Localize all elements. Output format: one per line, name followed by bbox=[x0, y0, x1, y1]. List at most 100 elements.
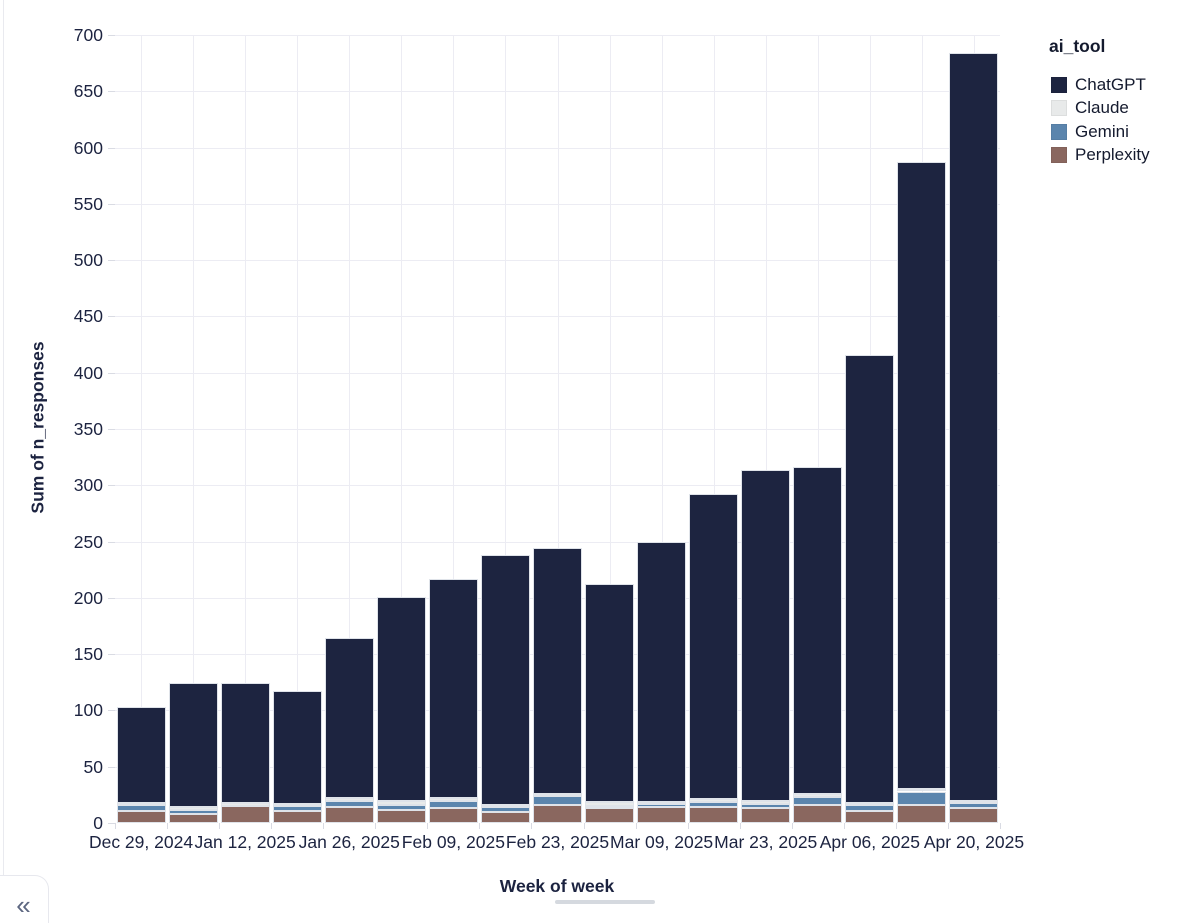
bar-segment[interactable] bbox=[637, 801, 687, 804]
bar-segment[interactable] bbox=[845, 810, 895, 823]
bar-segment[interactable] bbox=[480, 811, 530, 823]
bar-segment[interactable] bbox=[741, 808, 791, 823]
bar-segment[interactable] bbox=[585, 801, 635, 807]
bar-segment[interactable] bbox=[845, 802, 895, 805]
x-tick bbox=[167, 823, 169, 829]
bar-segment[interactable] bbox=[741, 803, 791, 809]
bar-segment[interactable] bbox=[689, 799, 739, 802]
bar-segment[interactable] bbox=[949, 808, 999, 823]
x-tick-label: Dec 29, 2024 bbox=[88, 832, 194, 852]
bar-segment[interactable] bbox=[324, 800, 374, 808]
bar-segment[interactable] bbox=[532, 796, 583, 805]
bar-segment[interactable] bbox=[168, 807, 218, 810]
y-tick bbox=[108, 316, 115, 318]
bar-segment[interactable] bbox=[793, 797, 843, 805]
bar-segment[interactable] bbox=[585, 806, 635, 809]
v-gridline bbox=[141, 35, 143, 823]
y-tick-label: 400 bbox=[73, 362, 103, 383]
bar-segment[interactable] bbox=[220, 683, 270, 803]
horizontal-scrollbar[interactable] bbox=[555, 900, 655, 904]
x-tick bbox=[115, 823, 116, 829]
x-tick-label: Apr 20, 2025 bbox=[923, 832, 1025, 852]
v-gridline bbox=[193, 35, 195, 823]
bar-segment[interactable] bbox=[585, 808, 635, 823]
v-gridline bbox=[609, 35, 611, 823]
double-chevron-left-icon: « bbox=[16, 889, 31, 920]
bar-segment[interactable] bbox=[741, 469, 791, 801]
y-tick-label: 200 bbox=[73, 587, 103, 608]
v-gridline bbox=[713, 35, 715, 823]
bar-segment[interactable] bbox=[897, 805, 947, 823]
bar-segment[interactable] bbox=[793, 793, 843, 798]
bar-segment[interactable] bbox=[949, 800, 999, 803]
y-tick-label: 600 bbox=[73, 137, 103, 158]
x-tick bbox=[635, 823, 637, 829]
bar-segment[interactable] bbox=[637, 803, 687, 808]
bar-segment[interactable] bbox=[376, 805, 426, 810]
bar-segment[interactable] bbox=[897, 791, 947, 805]
y-tick bbox=[108, 654, 115, 656]
v-gridline bbox=[349, 35, 351, 823]
bar-segment[interactable] bbox=[324, 807, 374, 823]
bar-segment[interactable] bbox=[532, 548, 583, 794]
legend-item-chatgpt[interactable]: ChatGPT bbox=[1045, 73, 1195, 97]
bar-segment[interactable] bbox=[949, 802, 999, 809]
bar-segment[interactable] bbox=[689, 494, 739, 800]
legend-title: ai_tool bbox=[1049, 36, 1106, 56]
bar-segment[interactable] bbox=[897, 789, 947, 792]
bar-segment[interactable] bbox=[428, 578, 478, 799]
collapse-sidebar-button[interactable]: « bbox=[0, 875, 49, 923]
bar-segment[interactable] bbox=[116, 805, 166, 811]
y-tick-label: 700 bbox=[73, 25, 103, 45]
bar-segment[interactable] bbox=[689, 807, 739, 823]
bar-segment[interactable] bbox=[376, 596, 426, 801]
legend-item-perplexity[interactable]: Perplexity bbox=[1045, 144, 1195, 168]
bar-segment[interactable] bbox=[116, 707, 166, 803]
bar-segment[interactable] bbox=[532, 793, 583, 796]
plot-area bbox=[115, 35, 1001, 829]
v-gridline bbox=[245, 35, 247, 823]
bar-segment[interactable] bbox=[272, 691, 322, 804]
y-tick-label: 550 bbox=[73, 193, 103, 214]
bar-segment[interactable] bbox=[116, 802, 166, 805]
legend-item-claude[interactable]: Claude bbox=[1045, 97, 1195, 121]
bar-segment[interactable] bbox=[272, 803, 322, 807]
bar-segment[interactable] bbox=[168, 814, 218, 823]
bar-segment[interactable] bbox=[168, 809, 218, 814]
bar-segment[interactable] bbox=[428, 798, 478, 801]
bar-segment[interactable] bbox=[116, 810, 166, 823]
bar-segment[interactable] bbox=[793, 467, 843, 794]
bar-segment[interactable] bbox=[949, 53, 999, 801]
bar-segment[interactable] bbox=[376, 800, 426, 805]
bar-segment[interactable] bbox=[637, 807, 687, 823]
bar-segment[interactable] bbox=[480, 555, 530, 805]
x-tick-label: Feb 09, 2025 bbox=[401, 832, 505, 852]
bar-segment[interactable] bbox=[480, 807, 530, 812]
bar-segment[interactable] bbox=[897, 162, 947, 790]
x-tick bbox=[583, 823, 585, 829]
bar-segment[interactable] bbox=[689, 801, 739, 808]
bar-segment[interactable] bbox=[272, 810, 322, 823]
bar-segment[interactable] bbox=[428, 800, 478, 809]
bar-segment[interactable] bbox=[376, 809, 426, 823]
v-gridline bbox=[765, 35, 767, 823]
bar-segment[interactable] bbox=[220, 806, 270, 823]
bar-segment[interactable] bbox=[272, 806, 322, 811]
bar-segment[interactable] bbox=[845, 354, 895, 803]
bar-segment[interactable] bbox=[168, 683, 218, 808]
card-left-border bbox=[3, 0, 4, 875]
bar-segment[interactable] bbox=[480, 805, 530, 808]
bar-segment[interactable] bbox=[585, 584, 635, 802]
legend-item-gemini[interactable]: Gemini bbox=[1045, 120, 1195, 144]
bar-segment[interactable] bbox=[637, 541, 687, 802]
bar-segment[interactable] bbox=[793, 805, 843, 823]
bar-segment[interactable] bbox=[324, 638, 374, 799]
bar-segment[interactable] bbox=[220, 802, 270, 807]
bar-segment[interactable] bbox=[741, 800, 791, 804]
bar-segment[interactable] bbox=[324, 798, 374, 801]
bar-segment[interactable] bbox=[428, 808, 478, 823]
y-tick bbox=[108, 35, 115, 36]
bar-segment[interactable] bbox=[532, 805, 583, 823]
bar-segment[interactable] bbox=[845, 805, 895, 811]
x-tick bbox=[427, 823, 429, 829]
